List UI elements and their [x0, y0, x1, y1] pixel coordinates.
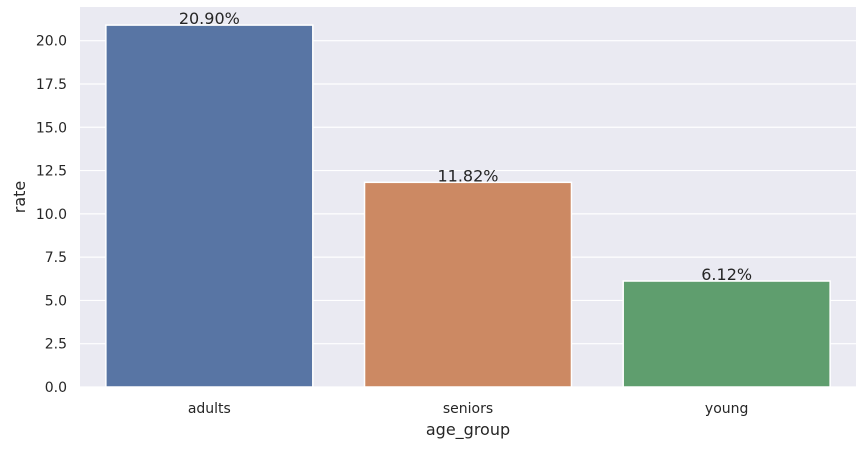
y-axis-ticks: 0.0 2.5 5.0 7.5 10.0 12.5 15.0 17.5 20.0 [36, 34, 67, 396]
x-tick-label-young: young [705, 401, 748, 417]
data-label-seniors: 11.82% [437, 166, 498, 185]
y-tick-label: 17.5 [36, 77, 67, 93]
y-tick-label: 15.0 [36, 120, 67, 136]
y-tick-label: 0.0 [45, 380, 67, 396]
bar-adults [105, 24, 314, 388]
x-axis-label: age_group [426, 420, 510, 440]
bar-young [622, 280, 831, 388]
y-tick-label: 10.0 [36, 207, 67, 223]
data-labels: 20.90% 11.82% 6.12% [179, 9, 752, 284]
y-tick-label: 5.0 [45, 293, 67, 309]
x-axis-ticks: adults seniors young [188, 401, 749, 417]
y-tick-label: 7.5 [45, 250, 67, 266]
data-label-young: 6.12% [701, 265, 752, 284]
y-tick-label: 12.5 [36, 164, 67, 180]
bar-seniors [363, 181, 573, 388]
y-tick-label: 20.0 [36, 34, 67, 50]
data-label-adults: 20.90% [179, 9, 240, 28]
x-tick-label-adults: adults [188, 401, 231, 417]
x-tick-label-seniors: seniors [443, 401, 493, 417]
y-axis-label: rate [10, 181, 29, 214]
y-tick-label: 2.5 [45, 337, 67, 353]
bars [105, 24, 831, 388]
